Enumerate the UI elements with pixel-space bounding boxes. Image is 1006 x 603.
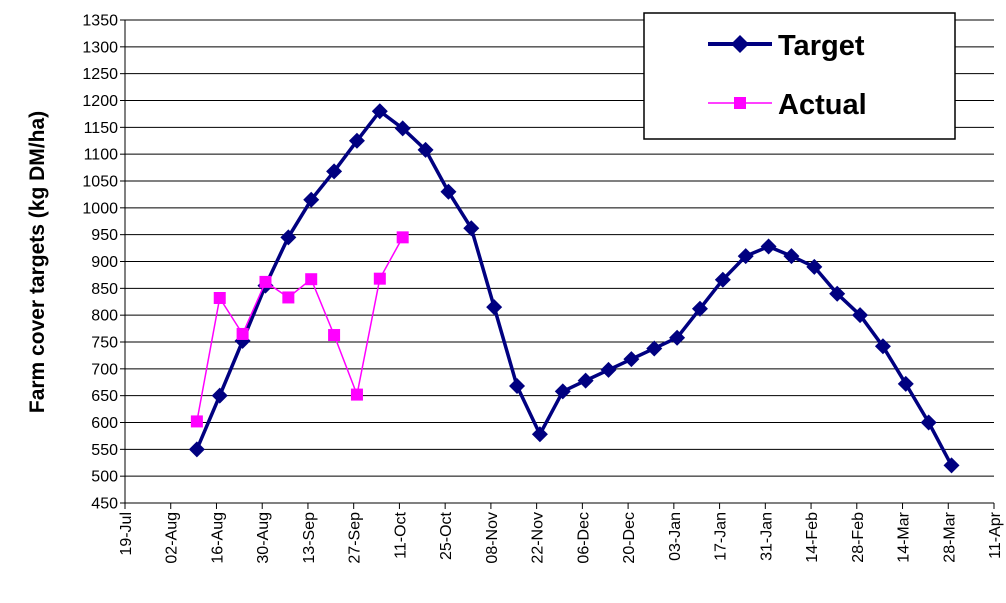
data-point-target: [920, 414, 937, 431]
x-tick-label: 06-Dec: [575, 512, 592, 564]
data-point-target: [440, 183, 457, 200]
data-point-actual: [190, 415, 203, 428]
y-tick-labels: 450 500 550 600 650 700 750 800 850 900 950 1000 105…: [82, 13, 118, 513]
data-point-target: [486, 299, 503, 316]
legend-actual-label: Actual: [778, 89, 867, 121]
y-tick-label: 1200: [82, 93, 118, 110]
data-point-target: [577, 372, 594, 389]
data-point-target: [554, 383, 571, 400]
data-point-target: [417, 141, 434, 158]
data-point-target: [348, 132, 365, 149]
data-point-target: [280, 229, 297, 246]
y-tick-label: 450: [91, 496, 118, 513]
x-tick-label: 14-Feb: [804, 512, 821, 563]
x-tick-label: 13-Sep: [301, 512, 318, 564]
y-tick-label: 700: [91, 361, 118, 378]
axes: [120, 19, 995, 509]
x-tick-label: 11-Oct: [392, 511, 409, 558]
data-point-target: [760, 238, 777, 255]
x-tick-label: 17-Jan: [713, 512, 730, 561]
y-tick-label: 550: [91, 442, 118, 459]
data-point-target: [943, 457, 960, 474]
data-point-target: [737, 248, 754, 265]
data-point-target: [714, 271, 731, 288]
y-tick-label: 650: [91, 388, 118, 405]
series-line-actual: [196, 236, 404, 422]
legend-target-marker: [731, 35, 749, 53]
data-point-target: [806, 258, 823, 275]
data-point-target: [463, 220, 480, 237]
x-tick-labels: 19-Jul 02-Aug 16-Aug 30-Aug 13-Sep 27-Sep 11-O…: [118, 511, 1004, 563]
x-tick-label: 19-Jul: [118, 512, 135, 556]
data-point-target: [623, 351, 640, 368]
legend-target-label: Target: [778, 30, 865, 62]
data-point-target: [326, 163, 343, 180]
x-tick-label: 02-Aug: [164, 512, 181, 564]
y-tick-label: 1150: [84, 120, 119, 137]
y-tick-label: 500: [91, 469, 118, 486]
legend: Target Actual: [643, 12, 956, 140]
data-point-target: [531, 426, 548, 443]
series-line-target: [195, 109, 954, 467]
x-tick-label: 16-Aug: [209, 512, 226, 564]
y-tick-label: 850: [91, 281, 118, 298]
data-point-actual: [282, 291, 295, 304]
y-tick-label: 800: [91, 308, 118, 325]
data-point-actual: [305, 273, 318, 286]
data-point-actual: [396, 231, 409, 244]
data-point-target: [646, 340, 663, 357]
x-tick-label: 25-Oct: [438, 511, 455, 560]
data-point-target: [303, 191, 320, 208]
data-point-actual: [350, 388, 363, 401]
data-point-target: [874, 338, 891, 355]
x-tick-label: 22-Nov: [530, 512, 547, 564]
data-point-target: [188, 441, 205, 458]
data-point-target: [509, 378, 526, 395]
data-point-target: [371, 103, 388, 120]
y-tick-label: 1050: [82, 174, 118, 191]
y-tick-label: 750: [91, 335, 118, 352]
legend-box: [643, 12, 956, 140]
y-tick-label: 1000: [82, 200, 118, 217]
x-tick-label: 11-Apr: [987, 511, 1004, 559]
y-tick-label: 1300: [82, 39, 118, 56]
data-point-target: [852, 307, 869, 324]
legend-actual-marker: [734, 97, 746, 109]
x-tick-label: 08-Nov: [484, 512, 501, 564]
data-point-target: [600, 361, 617, 378]
x-tick-label: 31-Jan: [758, 512, 775, 561]
data-point-actual: [328, 329, 341, 342]
data-point-target: [829, 285, 846, 302]
data-point-actual: [236, 327, 249, 340]
data-point-target: [897, 375, 914, 392]
data-point-actual: [259, 275, 272, 288]
y-tick-label: 900: [91, 254, 118, 271]
x-tick-label: 20-Dec: [621, 512, 638, 564]
data-point-target: [211, 387, 228, 404]
series-layer: [188, 103, 960, 474]
y-tick-label: 600: [91, 415, 118, 432]
data-point-actual: [213, 291, 226, 304]
data-point-target: [691, 300, 708, 317]
y-tick-label: 950: [91, 227, 118, 244]
data-point-target: [783, 248, 800, 265]
x-tick-label: 28-Mar: [941, 511, 958, 562]
data-point-target: [394, 120, 411, 137]
x-tick-label: 14-Mar: [896, 511, 913, 562]
y-axis-title: Farm cover targets (kg DM/ha): [26, 111, 49, 413]
data-point-actual: [373, 272, 386, 285]
x-tick-label: 30-Aug: [255, 512, 272, 564]
y-tick-label: 1250: [82, 66, 118, 83]
x-tick-label: 28-Feb: [850, 512, 867, 563]
y-tick-label: 1350: [82, 13, 118, 30]
y-tick-label: 1100: [84, 147, 119, 164]
data-point-target: [669, 329, 686, 346]
x-tick-label: 03-Jan: [667, 512, 684, 561]
x-tick-label: 27-Sep: [347, 512, 364, 564]
